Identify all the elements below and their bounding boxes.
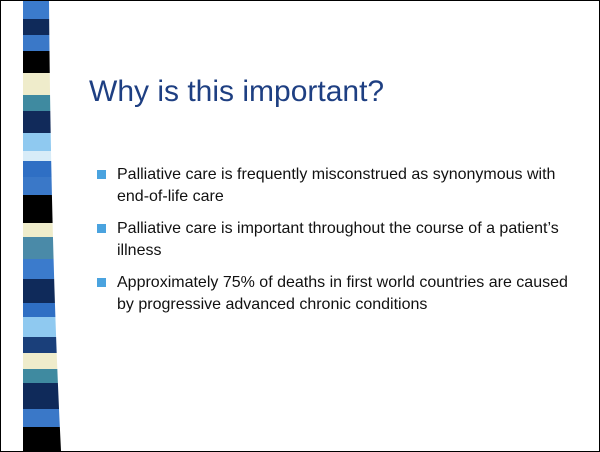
bullet-item: Approximately 75% of deaths in first wor…: [97, 272, 587, 316]
bullet-marker: [97, 278, 106, 287]
bullet-text: Palliative care is important throughout …: [117, 220, 559, 259]
decorative-stripe: [23, 1, 61, 451]
bullet-text: Approximately 75% of deaths in first wor…: [117, 274, 568, 313]
bullet-marker: [97, 170, 106, 179]
bullet-item: Palliative care is frequently misconstru…: [97, 164, 587, 208]
bullet-marker: [97, 224, 106, 233]
slide-title: Why is this important?: [89, 75, 385, 108]
bullet-item: Palliative care is important throughout …: [97, 218, 587, 262]
bullet-list: Palliative care is frequently misconstru…: [97, 164, 587, 326]
bullet-text: Palliative care is frequently misconstru…: [117, 166, 556, 205]
